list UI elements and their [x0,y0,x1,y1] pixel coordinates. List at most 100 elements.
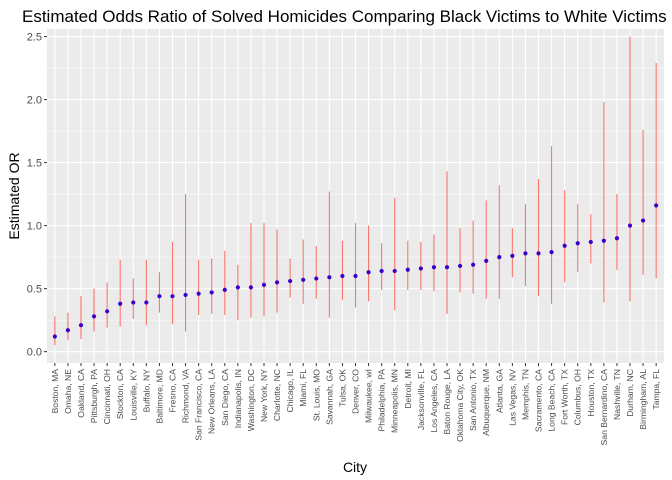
x-tick-label: Chicago, IL [285,369,295,413]
x-tick-label: Richmond, VA [181,369,191,424]
chart-title: Estimated Odds Ratio of Solved Homicides… [22,7,667,26]
x-tick-label: Minneapolis, MN [390,369,400,433]
y-tick-label: 2.5 [27,32,42,44]
x-tick-label: Philadelphia, PA [377,369,387,432]
estimate-point [627,223,633,228]
estimate-point [261,282,267,287]
estimate-point [118,301,123,306]
x-tick-label: Omaha, NE [63,369,73,414]
x-tick-label: Memphis, TN [520,369,530,420]
x-tick-label: Stockton, CA [115,369,125,419]
x-tick-label: Buffalo, NY [141,369,151,413]
x-axis: Boston, MA Omaha, NE Oakland, CA Pittsburgh… [50,363,661,445]
estimate-point [562,243,567,248]
x-axis-title: City [343,459,367,475]
x-tick-label: Charlotte, NC [272,369,282,421]
estimate-point [654,203,659,208]
estimate-point [379,268,384,274]
estimate-point [575,241,580,246]
y-tick-label: 1.0 [27,221,42,233]
estimate-point [497,255,502,260]
estimate-point [523,251,528,256]
x-tick-label: Birmingham, AL [638,369,648,430]
x-tick-label: Tulsa, OK [337,369,347,407]
estimate-point [288,278,293,284]
x-tick-label: Albuquerque, NM [481,369,491,436]
x-tick-label: Tampa, FL [651,369,661,410]
x-tick-label: Long Beach, CA [547,369,557,432]
error-bars [54,36,657,346]
estimate-point [588,239,593,245]
estimate-point [183,292,188,298]
x-tick-label: San Diego, CA [220,369,230,426]
x-tick-label: Pittsburgh, PA [89,369,99,424]
estimate-point [327,275,332,280]
x-tick-label: Miami, FL [298,369,308,407]
x-tick-label: Detroit, MI [403,369,413,409]
estimate-point [105,309,110,314]
x-tick-label: Fort Worth, TX [560,369,570,425]
estimate-point [65,328,71,333]
estimate-point [366,270,371,275]
x-tick-label: Cincinnati, OH [102,369,112,424]
x-tick-label: Baton Rouge, LA [442,369,452,435]
estimate-point [131,300,136,305]
estimate-point [196,291,201,296]
y-axis-title: Estimated OR [6,152,22,239]
estimate-point [314,276,319,281]
estimate-point [209,290,214,295]
y-tick-label: 1.5 [27,158,42,170]
x-tick-label: Denver, CO [351,369,361,414]
estimate-point [274,280,280,285]
estimate-point [484,258,489,264]
x-tick-label: Boston, MA [50,369,60,414]
estimate-point [52,334,57,339]
estimate-points [52,203,659,339]
x-tick-label: Columbus, OH [573,369,583,425]
y-tick-label: 0.0 [27,347,42,359]
y-tick-label: 2.0 [27,95,42,107]
estimate-point [301,277,306,282]
x-tick-label: Atlanta, GA [494,369,504,413]
x-tick-label: San Antonio, TX [468,369,478,431]
estimate-point [405,267,410,272]
estimate-point [353,273,358,279]
x-tick-label: Louisville, KY [128,369,138,421]
x-tick-label: Savannah, GA [324,369,334,425]
estimate-point [418,266,423,271]
x-tick-label: Durham, NC [625,369,635,417]
x-tick-label: St. Louis, MO [311,369,321,421]
estimate-point [248,285,254,290]
x-tick-label: New York, NY [259,369,269,422]
estimate-point [510,253,515,258]
x-tick-label: Washington, DC [246,369,256,431]
estimate-point [157,294,162,299]
estimate-point [222,287,227,292]
x-tick-label: San Francisco, CA [194,369,204,441]
x-tick-label: Oakland, CA [76,369,86,418]
y-tick-label: 0.5 [27,284,42,296]
estimate-point [340,273,345,279]
x-tick-label: Indianapolis, IN [233,369,243,428]
x-tick-label: Nashville, TN [612,369,622,420]
x-tick-label: New Orleans, LA [207,369,217,434]
estimate-point [549,249,554,255]
estimate-point [431,265,437,270]
y-axis: 0.0 0.5 1.0 1.5 2.0 2.5 [27,32,47,359]
x-tick-label: Los Angeles, CA [429,369,439,433]
estimate-point [536,251,541,256]
estimate-point [457,263,463,269]
estimate-point [170,294,175,299]
x-tick-label: Fresno, CA [167,369,177,413]
x-tick-label: Houston, TX [586,369,596,417]
estimate-point [78,323,84,328]
estimate-point [235,285,240,290]
x-tick-label: Sacramento, CA [534,369,544,432]
x-tick-label: San Bernardino, CA [599,369,609,446]
estimate-point [444,265,450,270]
x-tick-label: Oklahoma City, OK [455,369,465,442]
estimate-point [392,268,397,274]
estimate-point [144,300,149,305]
estimate-point [614,236,620,241]
